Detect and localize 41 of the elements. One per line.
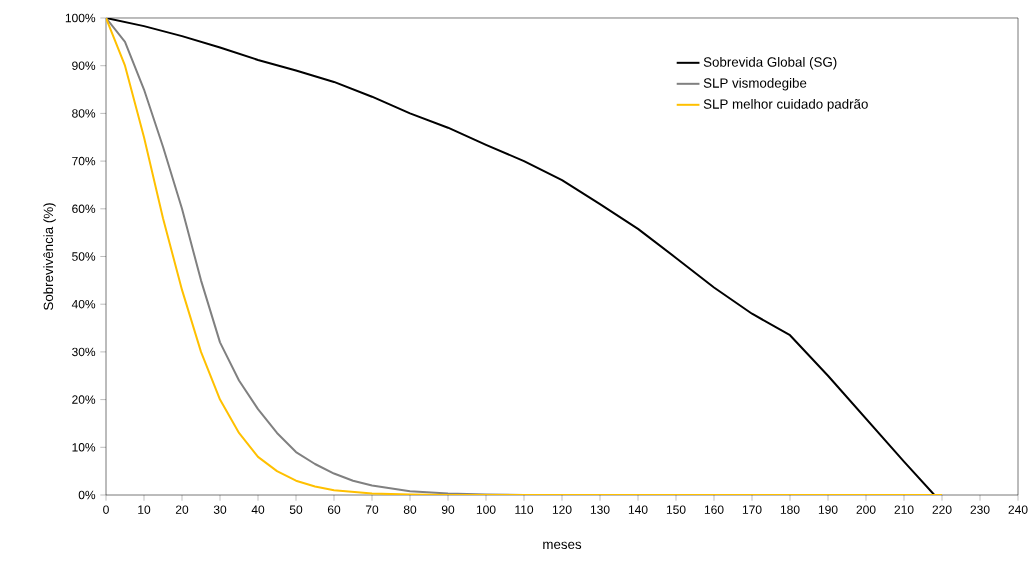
- x-tick-label: 130: [590, 505, 610, 514]
- x-tick-label: 100: [476, 505, 496, 514]
- x-tick-label: 180: [780, 505, 800, 514]
- x-tick-label: 70: [365, 505, 379, 514]
- legend-label: SLP melhor cuidado padrão: [703, 98, 868, 112]
- x-tick-label: 220: [932, 505, 952, 514]
- x-tick-label: 190: [818, 505, 838, 514]
- x-tick-label: 60: [327, 505, 341, 514]
- y-tick-label: 30%: [72, 347, 96, 357]
- x-tick-label: 150: [666, 505, 686, 514]
- x-tick-label: 80: [403, 505, 417, 514]
- x-tick-label: 240: [1008, 505, 1028, 514]
- x-tick-label: 200: [856, 505, 876, 514]
- x-tick-label: 50: [289, 505, 303, 514]
- legend-label: Sobrevida Global (SG): [703, 56, 837, 70]
- x-tick-label: 90: [441, 505, 455, 514]
- y-tick-label: 70%: [72, 156, 96, 166]
- x-tick-label: 10: [138, 505, 151, 514]
- y-tick-label: 80%: [72, 109, 96, 118]
- y-tick-label: 60%: [72, 204, 96, 214]
- x-tick-label: 140: [628, 505, 648, 514]
- x-tick-label: 0: [103, 505, 109, 514]
- x-tick-label: 110: [515, 505, 534, 514]
- x-axis-title: meses: [543, 541, 582, 550]
- y-tick-label: 0%: [78, 490, 96, 500]
- y-tick-label: 50%: [72, 252, 96, 261]
- x-tick-label: 160: [704, 505, 724, 514]
- x-tick-label: 20: [175, 505, 189, 514]
- y-tick-label: 10%: [72, 443, 96, 452]
- y-tick-label: 20%: [72, 395, 96, 404]
- x-tick-label: 40: [251, 505, 265, 514]
- y-tick-label: 100%: [65, 13, 96, 23]
- x-tick-label: 230: [970, 505, 990, 514]
- y-tick-label: 90%: [72, 61, 96, 70]
- x-tick-label: 170: [742, 505, 762, 514]
- x-tick-label: 210: [894, 505, 914, 514]
- y-axis-title: Sobrevivência (%): [43, 203, 56, 310]
- legend-label: SLP vismodegibe: [703, 77, 807, 91]
- x-tick-label: 120: [552, 505, 572, 514]
- y-tick-label: 40%: [71, 299, 96, 309]
- x-tick-label: 30: [213, 505, 227, 514]
